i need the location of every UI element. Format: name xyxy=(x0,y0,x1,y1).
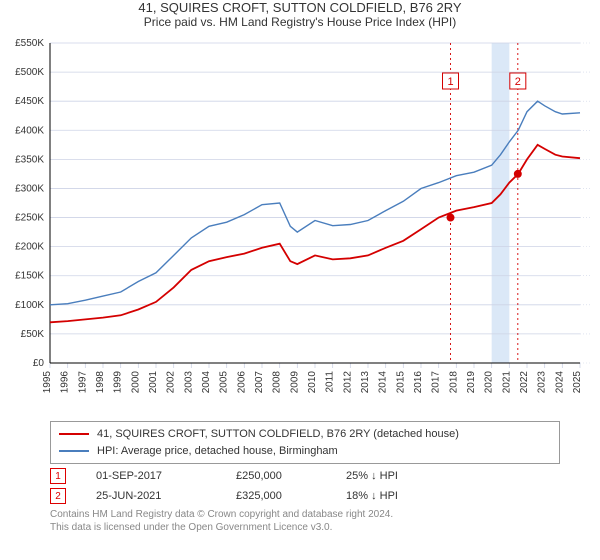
svg-text:2024: 2024 xyxy=(554,371,565,394)
legend-swatch-hpi xyxy=(59,450,89,452)
svg-text:2021: 2021 xyxy=(501,371,512,394)
svg-text:2004: 2004 xyxy=(201,371,212,394)
svg-text:1: 1 xyxy=(447,76,453,88)
svg-text:2023: 2023 xyxy=(537,371,548,394)
footnote-line: Contains HM Land Registry data © Crown c… xyxy=(50,508,600,521)
price-chart: £0 £50K £100K £150K £200K £250K £300K £350K £400… xyxy=(0,35,600,415)
svg-text:2011: 2011 xyxy=(325,371,336,393)
svg-text:£400K: £400K xyxy=(15,125,44,136)
svg-text:£250K: £250K xyxy=(15,213,44,224)
svg-text:2002: 2002 xyxy=(166,371,177,394)
svg-text:2: 2 xyxy=(515,76,521,88)
svg-text:2015: 2015 xyxy=(395,371,406,394)
svg-text:1998: 1998 xyxy=(95,371,106,394)
svg-text:2000: 2000 xyxy=(130,371,141,394)
svg-text:2003: 2003 xyxy=(183,371,194,394)
svg-text:£100K: £100K xyxy=(15,300,44,311)
legend-swatch-property xyxy=(59,433,89,435)
legend-label: 41, SQUIRES CROFT, SUTTON COLDFIELD, B76… xyxy=(97,426,459,443)
sale-change: 18% ↓ HPI xyxy=(346,490,436,502)
sale-price: £325,000 xyxy=(236,490,316,502)
footnote-line: This data is licensed under the Open Gov… xyxy=(50,521,600,534)
svg-text:2001: 2001 xyxy=(148,371,159,394)
svg-text:2010: 2010 xyxy=(307,371,318,394)
sale-date: 25-JUN-2021 xyxy=(96,490,206,502)
svg-text:2007: 2007 xyxy=(254,371,265,394)
svg-text:1995: 1995 xyxy=(42,371,53,394)
sale-badge: 2 xyxy=(50,488,66,504)
svg-text:2019: 2019 xyxy=(466,371,477,394)
legend-label: HPI: Average price, detached house, Birm… xyxy=(97,443,338,460)
svg-text:1996: 1996 xyxy=(60,371,71,394)
svg-text:2016: 2016 xyxy=(413,371,424,394)
svg-text:2020: 2020 xyxy=(484,371,495,394)
svg-text:2018: 2018 xyxy=(448,371,459,394)
svg-text:£450K: £450K xyxy=(15,96,44,107)
svg-text:2014: 2014 xyxy=(378,371,389,394)
svg-text:2025: 2025 xyxy=(572,371,583,394)
sale-record: 1 01-SEP-2017 £250,000 25% ↓ HPI xyxy=(50,468,600,484)
svg-text:2006: 2006 xyxy=(236,371,247,394)
sale-record: 2 25-JUN-2021 £325,000 18% ↓ HPI xyxy=(50,488,600,504)
svg-text:2008: 2008 xyxy=(272,371,283,394)
svg-text:2005: 2005 xyxy=(219,371,230,394)
legend: 41, SQUIRES CROFT, SUTTON COLDFIELD, B76… xyxy=(50,421,560,464)
sale-change: 25% ↓ HPI xyxy=(346,470,436,482)
legend-row: HPI: Average price, detached house, Birm… xyxy=(59,443,551,460)
page-title: 41, SQUIRES CROFT, SUTTON COLDFIELD, B76… xyxy=(0,0,600,15)
footnotes: Contains HM Land Registry data © Crown c… xyxy=(50,508,600,534)
svg-text:1997: 1997 xyxy=(77,371,88,394)
svg-text:£500K: £500K xyxy=(15,67,44,78)
sale-date: 01-SEP-2017 xyxy=(96,470,206,482)
sale-price: £250,000 xyxy=(236,470,316,482)
svg-text:£200K: £200K xyxy=(15,242,44,253)
svg-text:£150K: £150K xyxy=(15,271,44,282)
svg-text:£550K: £550K xyxy=(15,38,44,49)
sale-badge: 1 xyxy=(50,468,66,484)
svg-text:£0: £0 xyxy=(33,358,45,369)
svg-text:2009: 2009 xyxy=(289,371,300,394)
svg-text:2012: 2012 xyxy=(342,371,353,394)
svg-text:2017: 2017 xyxy=(431,371,442,394)
svg-text:1999: 1999 xyxy=(113,371,124,394)
svg-text:2013: 2013 xyxy=(360,371,371,394)
svg-text:2022: 2022 xyxy=(519,371,530,394)
svg-text:£350K: £350K xyxy=(15,154,44,165)
svg-text:£50K: £50K xyxy=(21,329,45,340)
legend-row: 41, SQUIRES CROFT, SUTTON COLDFIELD, B76… xyxy=(59,426,551,443)
page-subtitle: Price paid vs. HM Land Registry's House … xyxy=(0,15,600,29)
svg-text:£300K: £300K xyxy=(15,183,44,194)
